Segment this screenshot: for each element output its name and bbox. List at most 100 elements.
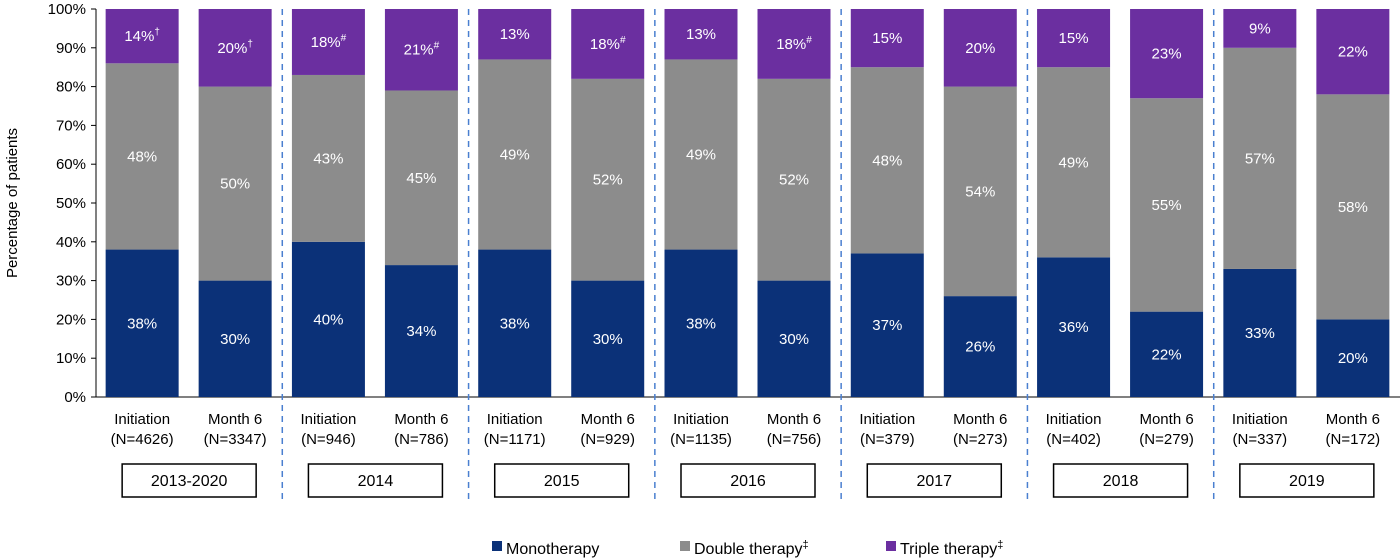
data-label-value: 20% xyxy=(965,40,995,57)
bar-segment-double xyxy=(571,78,645,281)
bar-segment-double xyxy=(943,86,1017,297)
bar-segment-mono xyxy=(198,280,272,397)
y-axis: 0% 10% 20% 30% 40% 50% 60% 70% 80% 90% 100% xyxy=(48,1,1400,406)
bar-segment-mono xyxy=(850,253,924,397)
data-label-value: 52% xyxy=(779,172,809,189)
bar-segment-triple xyxy=(1130,9,1204,99)
y-tick-label: 80% xyxy=(56,79,86,96)
bar-segment-mono xyxy=(757,280,831,397)
legend-label-triple: Triple therapy‡ xyxy=(900,539,1003,558)
group-label-box xyxy=(1052,463,1189,498)
category-label-line1: Initiation xyxy=(859,411,915,428)
category-label-line2: (N=172) xyxy=(1326,431,1381,448)
bar-segment-mono xyxy=(1316,319,1390,397)
data-label-mono: 40% xyxy=(313,311,343,328)
data-label-mono: 34% xyxy=(406,323,436,340)
data-label-triple: 20% xyxy=(965,40,995,57)
bar-segment-double xyxy=(198,86,272,281)
data-label-double: 52% xyxy=(779,172,809,189)
bar-segment-triple xyxy=(571,9,645,79)
data-label-footnote: # xyxy=(806,35,812,46)
data-label-double: 50% xyxy=(220,176,250,193)
group-label: 2015 xyxy=(544,473,580,490)
data-label-double: 55% xyxy=(1152,197,1182,214)
data-label-value: 49% xyxy=(500,147,530,164)
data-label-mono: 37% xyxy=(872,317,902,334)
data-label-triple: 18%# xyxy=(776,35,812,53)
y-axis-title: Percentage of patients xyxy=(4,128,21,278)
group-label: 2018 xyxy=(1103,473,1139,490)
data-label-footnote: # xyxy=(620,35,626,46)
bar-segment-triple xyxy=(105,9,179,64)
group-dividers xyxy=(281,9,1215,500)
data-label-double: 52% xyxy=(593,172,623,189)
y-tick-label: 60% xyxy=(56,156,86,173)
group-label-box xyxy=(121,463,257,498)
legend: Monotherapy Double therapy‡ Triple therapy… xyxy=(492,539,1003,558)
category-label-line2: (N=337) xyxy=(1233,431,1288,448)
group-label: 2014 xyxy=(358,473,394,490)
data-label-value: 30% xyxy=(220,331,250,348)
legend-swatch-triple xyxy=(886,541,896,551)
data-label-mono: 36% xyxy=(1059,319,1089,336)
legend-swatch-mono xyxy=(492,541,502,551)
data-label-value: 20% xyxy=(1338,350,1368,367)
data-label-value: 49% xyxy=(686,147,716,164)
data-label-value: 48% xyxy=(872,152,902,169)
data-label-value: 26% xyxy=(965,339,995,356)
data-label-mono: 30% xyxy=(593,331,623,348)
data-label-double: 49% xyxy=(500,147,530,164)
data-label-value: 38% xyxy=(500,315,530,332)
category-label-line1: Month 6 xyxy=(1326,411,1380,428)
bar-segment-triple xyxy=(1223,9,1297,48)
category-label-line1: Initiation xyxy=(673,411,729,428)
bar-segment-mono xyxy=(571,280,645,397)
data-label-value: 33% xyxy=(1245,325,1275,342)
data-label-value: 15% xyxy=(872,30,902,47)
bar-segment-triple xyxy=(664,9,738,60)
data-label-triple: 13% xyxy=(686,26,716,43)
category-label-line2: (N=786) xyxy=(394,431,449,448)
data-label-mono: 38% xyxy=(500,315,530,332)
group-label-box xyxy=(493,463,630,498)
bar-segment-triple xyxy=(478,9,552,60)
bar-segment-mono xyxy=(105,249,179,397)
data-label-double: 48% xyxy=(872,152,902,169)
bar-segment-triple xyxy=(943,9,1017,87)
category-label-line1: Initiation xyxy=(1232,411,1288,428)
bar-segment-mono xyxy=(478,249,552,397)
group-label: 2019 xyxy=(1289,473,1325,490)
bar-segment-triple xyxy=(291,9,365,75)
data-label-mono: 30% xyxy=(779,331,809,348)
y-tick-label: 40% xyxy=(56,234,86,251)
bar-segment-triple xyxy=(1037,9,1111,68)
data-label-footnote: † xyxy=(154,27,160,38)
group-labels: 2013-2020 2014 2015 2016 2017 2018 2019 xyxy=(121,463,1375,498)
data-label-triple: 22% xyxy=(1338,44,1368,61)
bar-segment-mono xyxy=(291,241,365,397)
category-label-line1: Initiation xyxy=(300,411,356,428)
bar-segment-triple xyxy=(198,9,272,87)
category-label-line1: Month 6 xyxy=(953,411,1007,428)
bar-segment-double xyxy=(1037,67,1111,258)
data-label-value: 54% xyxy=(965,183,995,200)
legend-footnote: ‡ xyxy=(997,539,1003,551)
data-label-value: 45% xyxy=(406,170,436,187)
data-label-value: 13% xyxy=(686,26,716,43)
y-tick-label: 30% xyxy=(56,273,86,290)
group-label-box xyxy=(307,463,444,498)
data-label-value: 20% xyxy=(217,40,247,57)
category-label-line2: (N=756) xyxy=(767,431,822,448)
data-label-value: 52% xyxy=(593,172,623,189)
data-label-value: 15% xyxy=(1059,30,1089,47)
data-label-value: 49% xyxy=(1059,154,1089,171)
category-label-line2: (N=946) xyxy=(301,431,356,448)
group-label: 2016 xyxy=(730,473,766,490)
data-label-mono: 22% xyxy=(1152,346,1182,363)
category-label-line1: Month 6 xyxy=(394,411,448,428)
data-label-double: 57% xyxy=(1245,150,1275,167)
group-label: 2013-2020 xyxy=(151,473,228,490)
category-label-line2: (N=1171) xyxy=(484,431,546,448)
bar-segment-double xyxy=(291,74,365,242)
